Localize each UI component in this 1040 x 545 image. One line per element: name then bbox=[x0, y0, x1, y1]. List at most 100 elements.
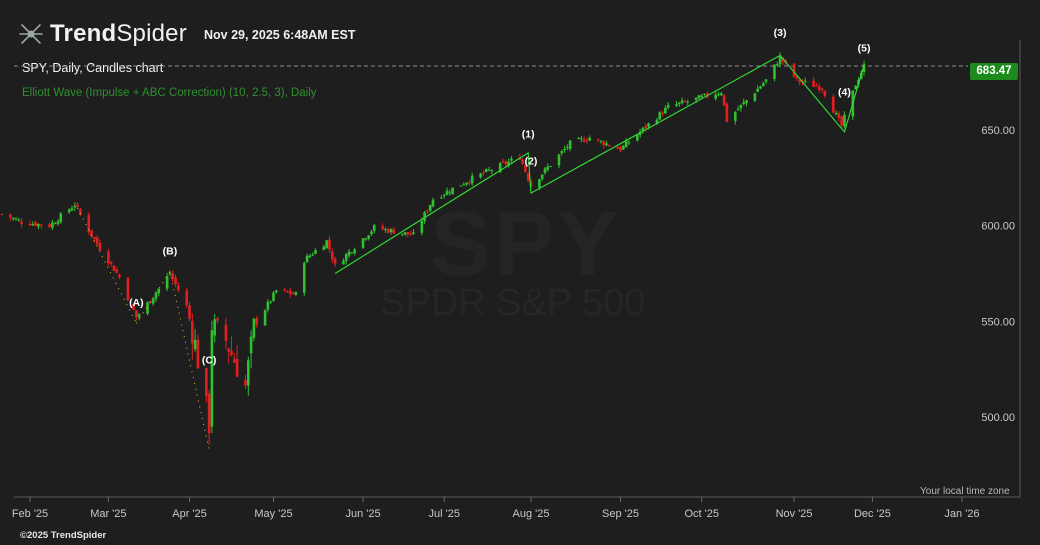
candle-body bbox=[661, 112, 664, 115]
candle-body bbox=[675, 104, 678, 107]
x-tick-label: Aug '25 bbox=[513, 508, 550, 520]
candle-body bbox=[386, 229, 390, 233]
candle-body bbox=[465, 182, 468, 185]
candle-body bbox=[28, 224, 32, 226]
candle-body bbox=[678, 102, 681, 105]
x-tick-label: Jun '25 bbox=[345, 508, 380, 520]
candle-body bbox=[624, 141, 628, 148]
brand-logo: TrendSpider bbox=[18, 20, 187, 48]
candle-body bbox=[330, 251, 334, 260]
candle-body bbox=[400, 233, 404, 235]
candle-body bbox=[526, 173, 530, 181]
candle-body bbox=[538, 179, 541, 188]
candle-body bbox=[342, 260, 345, 265]
candle-body bbox=[305, 255, 309, 263]
candle-body bbox=[207, 393, 211, 434]
candle-body bbox=[132, 303, 135, 311]
candle-body bbox=[431, 199, 435, 207]
wave-label: (1) bbox=[522, 129, 535, 141]
candle-body bbox=[56, 221, 60, 224]
candle-body bbox=[244, 380, 247, 386]
candle-body bbox=[294, 292, 298, 295]
wave-label: (B) bbox=[163, 245, 178, 257]
candle-body bbox=[831, 96, 835, 113]
candle-body bbox=[420, 220, 424, 233]
candle-body bbox=[93, 236, 96, 239]
candle-body bbox=[51, 222, 54, 228]
candle-body bbox=[344, 254, 348, 262]
wave-label: (A) bbox=[129, 297, 144, 309]
candle-body bbox=[210, 330, 214, 427]
x-tick-label: Sep '25 bbox=[602, 508, 639, 520]
candle-body bbox=[854, 85, 857, 90]
indicator-label[interactable]: Elliott Wave (Impulse + ABC Correction) … bbox=[22, 87, 317, 99]
candle-body bbox=[697, 95, 701, 99]
candle-body bbox=[585, 140, 589, 142]
candle-body bbox=[459, 185, 463, 187]
candle-body bbox=[165, 276, 169, 289]
candle-body bbox=[109, 262, 113, 264]
y-tick-label: 500.00 bbox=[981, 412, 1015, 424]
candle-body bbox=[70, 208, 74, 211]
candle-body bbox=[714, 94, 718, 99]
candle-body bbox=[487, 169, 491, 171]
candle-body bbox=[700, 95, 704, 98]
candle-body bbox=[540, 174, 544, 180]
candle-body bbox=[205, 368, 208, 397]
candle-body bbox=[795, 76, 799, 78]
candle-body bbox=[325, 240, 328, 248]
candle-body bbox=[616, 147, 620, 149]
candle-body bbox=[11, 218, 15, 220]
candle-body bbox=[862, 64, 866, 73]
candle-body bbox=[384, 229, 387, 231]
candle-body bbox=[644, 125, 648, 129]
candle-body bbox=[224, 324, 228, 341]
candle-body bbox=[725, 103, 729, 122]
candle-body bbox=[837, 113, 841, 118]
wave-label: (3) bbox=[774, 27, 787, 39]
candle-body bbox=[126, 277, 130, 301]
candle-body bbox=[803, 80, 807, 82]
candle-body bbox=[412, 232, 415, 235]
candle-body bbox=[507, 161, 510, 165]
candle-body bbox=[76, 204, 79, 208]
candle-body bbox=[272, 292, 275, 301]
x-tick-label: Dec '25 bbox=[854, 508, 891, 520]
candle-body bbox=[311, 254, 314, 256]
candle-body bbox=[658, 112, 662, 120]
candle-body bbox=[274, 290, 278, 293]
candle-body bbox=[146, 302, 149, 314]
x-tick-label: Mar '25 bbox=[90, 508, 126, 520]
candle-body bbox=[233, 359, 236, 363]
candle-body bbox=[753, 93, 757, 101]
wave-label: (4) bbox=[838, 87, 851, 99]
candle-body bbox=[361, 238, 365, 248]
candle-body bbox=[235, 359, 239, 377]
candle-body bbox=[370, 231, 373, 235]
candle-body bbox=[608, 144, 611, 147]
candle-body bbox=[683, 101, 687, 103]
candle-body bbox=[9, 214, 12, 218]
candle-body bbox=[95, 237, 99, 244]
candle-body bbox=[168, 273, 172, 275]
candle-body bbox=[423, 212, 426, 222]
candle-body bbox=[87, 214, 91, 232]
candle-body bbox=[619, 147, 622, 151]
candle-body bbox=[196, 339, 200, 369]
candle-body bbox=[48, 224, 51, 228]
candle-body bbox=[227, 348, 231, 352]
candle-body bbox=[157, 288, 161, 294]
y-tick-label: 650.00 bbox=[981, 125, 1015, 137]
candle-body bbox=[482, 172, 485, 174]
candle-body bbox=[736, 109, 740, 111]
candle-body bbox=[580, 138, 583, 140]
chart-title[interactable]: SPY, Daily, Candles chart bbox=[22, 61, 164, 75]
candle-body bbox=[742, 102, 745, 104]
watermark-symbol: SPY bbox=[430, 193, 621, 295]
candle-body bbox=[392, 229, 396, 234]
candle-body bbox=[428, 205, 432, 211]
candle-body bbox=[510, 158, 513, 161]
candle-body bbox=[403, 232, 407, 235]
candle-body bbox=[843, 114, 846, 127]
